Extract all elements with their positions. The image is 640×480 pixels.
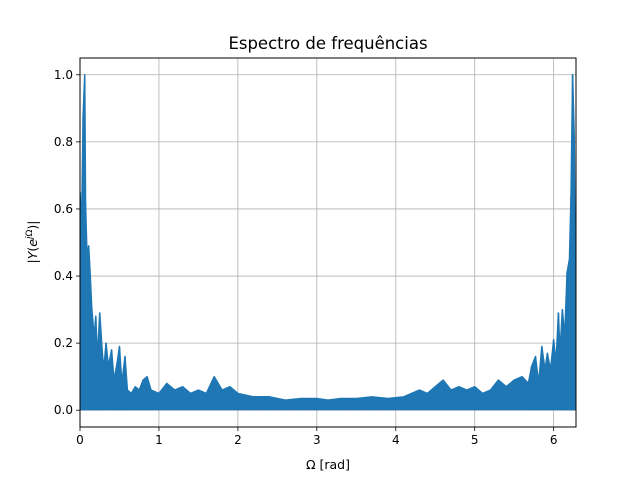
y-tick-label: 0.6 [54, 202, 73, 216]
spectrum-series-line [80, 74, 576, 401]
y-tick-label: 0.2 [54, 336, 73, 350]
x-tick-label: 4 [392, 433, 400, 447]
chart-title: Espectro de frequências [228, 34, 427, 53]
x-tick-label: 1 [155, 433, 163, 447]
axis-ticks: 0 1 2 3 4 5 6 0.0 0.2 0.4 0.6 0.8 1.0 [54, 68, 558, 447]
y-tick-label: 1.0 [54, 68, 73, 82]
y-tick-label: 0.8 [54, 135, 73, 149]
y-tick-label: 0.4 [54, 269, 73, 283]
x-axis-label: Ω [rad] [306, 457, 350, 472]
x-tick-label: 3 [313, 433, 321, 447]
y-tick-label: 0.0 [54, 403, 73, 417]
y-axis-label: |Y(ejΩ)| [25, 221, 40, 264]
x-tick-label: 2 [234, 433, 242, 447]
x-tick-label: 0 [76, 433, 84, 447]
data-layer [80, 74, 576, 411]
x-tick-label: 5 [471, 433, 479, 447]
x-tick-label: 6 [550, 433, 558, 447]
plot-frame [79, 57, 577, 428]
